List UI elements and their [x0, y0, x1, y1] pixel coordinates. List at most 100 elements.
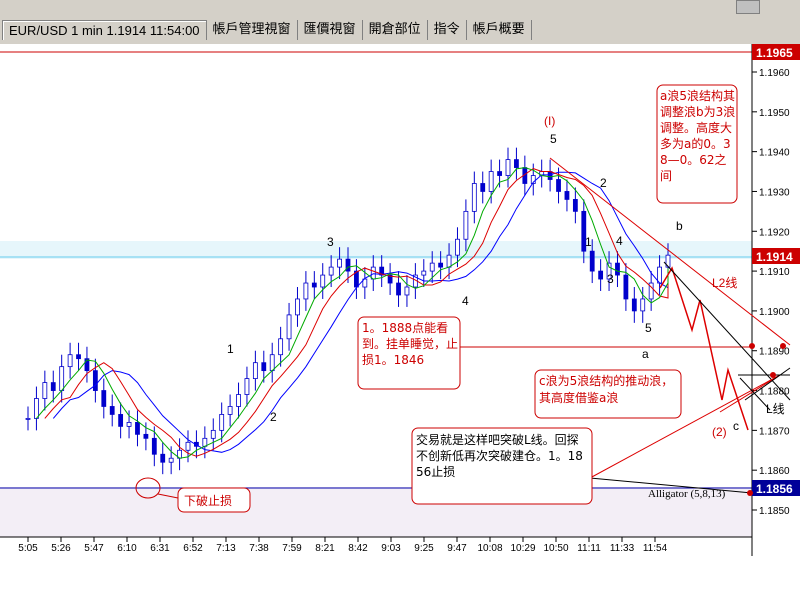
candle-body	[236, 394, 241, 407]
candle-body	[480, 183, 486, 192]
tab-open-positions[interactable]: 開倉部位	[363, 20, 428, 40]
candle-body	[320, 274, 326, 288]
candle-body	[135, 421, 140, 435]
candle-body	[160, 453, 166, 463]
candle-body	[244, 378, 250, 395]
candle-body	[387, 274, 393, 284]
candle-body	[598, 270, 604, 280]
wave-label: 1	[227, 342, 234, 356]
time-tick-label: 8:21	[315, 543, 335, 554]
price-tag-stop: 1.1856	[752, 480, 800, 496]
time-tick-label: 10:50	[543, 543, 568, 554]
candle-body	[337, 258, 342, 268]
candle-body	[118, 414, 124, 427]
price-chart[interactable]: 1.1960 1.1950 1.1940 1.1930 1.1920 1.1910 1.19…	[0, 44, 800, 600]
price-tick-label: 1.1960	[759, 68, 790, 79]
time-tick-label: 7:59	[282, 543, 302, 554]
candle-body	[76, 354, 81, 360]
candle-body	[589, 250, 595, 272]
wave-label: 4	[462, 294, 469, 308]
candle-body	[50, 382, 56, 391]
support-band	[0, 487, 752, 537]
candle-body	[295, 298, 300, 316]
window-control-button[interactable]	[736, 0, 760, 14]
price-tick-label: 1.1940	[759, 148, 790, 159]
svg-text:1.1965: 1.1965	[756, 46, 793, 60]
tab-orders[interactable]: 指令	[428, 20, 467, 40]
time-tick-label: 6:31	[150, 543, 170, 554]
note-a-wave: a浪5浪结构其调整浪b为3浪调整。高度大多为a的0。38—0。62之间	[656, 84, 738, 204]
time-tick-label: 9:03	[381, 543, 401, 554]
candle-body	[168, 457, 174, 463]
time-tick-label: 5:26	[51, 543, 71, 554]
price-tick-label: 1.1880	[759, 387, 790, 398]
wave-projection-lines	[549, 157, 791, 494]
target-marker	[749, 343, 755, 349]
wave-label: 1	[585, 235, 592, 249]
candle-body	[505, 159, 511, 176]
time-tick-label: 11:11	[577, 543, 601, 554]
note-text: 交易就是这样吧突破L线。回探不创新低再次突破建仓。1。1856止损	[416, 433, 583, 479]
candle-body	[471, 183, 477, 212]
candle-body	[185, 441, 191, 451]
note-target: 1。1888点能看到。挂单睡觉，止损1。1846	[357, 316, 461, 390]
candle-body	[126, 421, 132, 427]
wave-label: (2)	[712, 425, 727, 439]
time-tick-label: 7:13	[216, 543, 236, 554]
svg-text:1.1914: 1.1914	[756, 250, 793, 264]
candle-body	[631, 298, 637, 312]
time-tick-label: 10:08	[477, 543, 502, 554]
wave-label: c	[733, 419, 739, 433]
candle-body	[101, 390, 107, 407]
tab-account-summary[interactable]: 帳戶概要	[467, 20, 532, 40]
candle-body	[67, 354, 73, 368]
wave-label: 2	[600, 176, 607, 190]
tab-chart[interactable]: EUR/USD 1 min 1.1914 11:54:00	[2, 20, 207, 40]
candle-body	[615, 262, 620, 276]
alligator-teeth-line	[44, 168, 669, 457]
tab-bar: EUR/USD 1 min 1.1914 11:54:00 帳戶管理視窗 匯價視…	[0, 0, 800, 44]
time-tick-label: 7:38	[249, 543, 269, 554]
candle-body	[429, 262, 435, 272]
wave-label: 5	[645, 321, 652, 335]
time-tick-label: 6:52	[183, 543, 203, 554]
candle-body	[547, 171, 553, 180]
candle-body	[328, 266, 334, 276]
candle-body	[421, 270, 427, 276]
wave-label: 5	[550, 132, 557, 146]
time-tick-label: 5:47	[84, 543, 104, 554]
candle-body	[84, 358, 90, 372]
indicator-label: Alligator (5,8,13)	[648, 488, 726, 500]
candle-body	[227, 406, 233, 415]
tab-account-management[interactable]: 帳戶管理視窗	[207, 20, 298, 40]
candles-layer	[25, 147, 671, 475]
note-trading: 交易就是这样吧突破L线。回探不创新低再次突破建仓。1。1856止损	[411, 427, 593, 505]
note-c-wave: c浪为5浪结构的推动浪，其高度借鉴a浪	[534, 369, 682, 419]
line-label: L2线	[712, 276, 737, 290]
tab-quotes[interactable]: 匯價視窗	[298, 20, 363, 40]
candle-body	[514, 159, 519, 168]
candle-body	[210, 429, 216, 439]
line-label: L线	[766, 402, 785, 416]
time-tick-label: 5:05	[18, 543, 38, 554]
time-axis: 5:05 5:26 5:47 6:10 6:31 6:52 7:13 7:38 7:59 8:21…	[18, 537, 668, 554]
candle-body	[581, 210, 587, 252]
wave-labels: (I) 5 2 1 4 3 5 b a 3 4 1 2 c (2) L线 L2线	[227, 114, 785, 439]
candle-body	[564, 191, 570, 200]
price-tick-label: 1.1900	[759, 307, 790, 318]
time-tick-label: 10:29	[510, 543, 535, 554]
time-tick-label: 9:47	[447, 543, 467, 554]
price-tick-label: 1.1920	[759, 227, 790, 238]
candle-body	[42, 382, 48, 399]
note-text: c浪为5浪结构的推动浪，其高度借鉴a浪	[539, 374, 674, 405]
time-tick-label: 11:54	[643, 543, 668, 554]
wave-label: 2	[270, 410, 277, 424]
candle-body	[286, 314, 292, 340]
candle-body	[34, 398, 39, 419]
candle-body	[463, 210, 469, 240]
wave-label: 3	[607, 272, 614, 286]
note-text: 1。1888点能看到。挂单睡觉，止损1。1846	[362, 321, 458, 367]
target-marker	[747, 490, 753, 496]
price-tick-label: 1.1910	[759, 267, 790, 278]
candle-body	[92, 370, 98, 391]
